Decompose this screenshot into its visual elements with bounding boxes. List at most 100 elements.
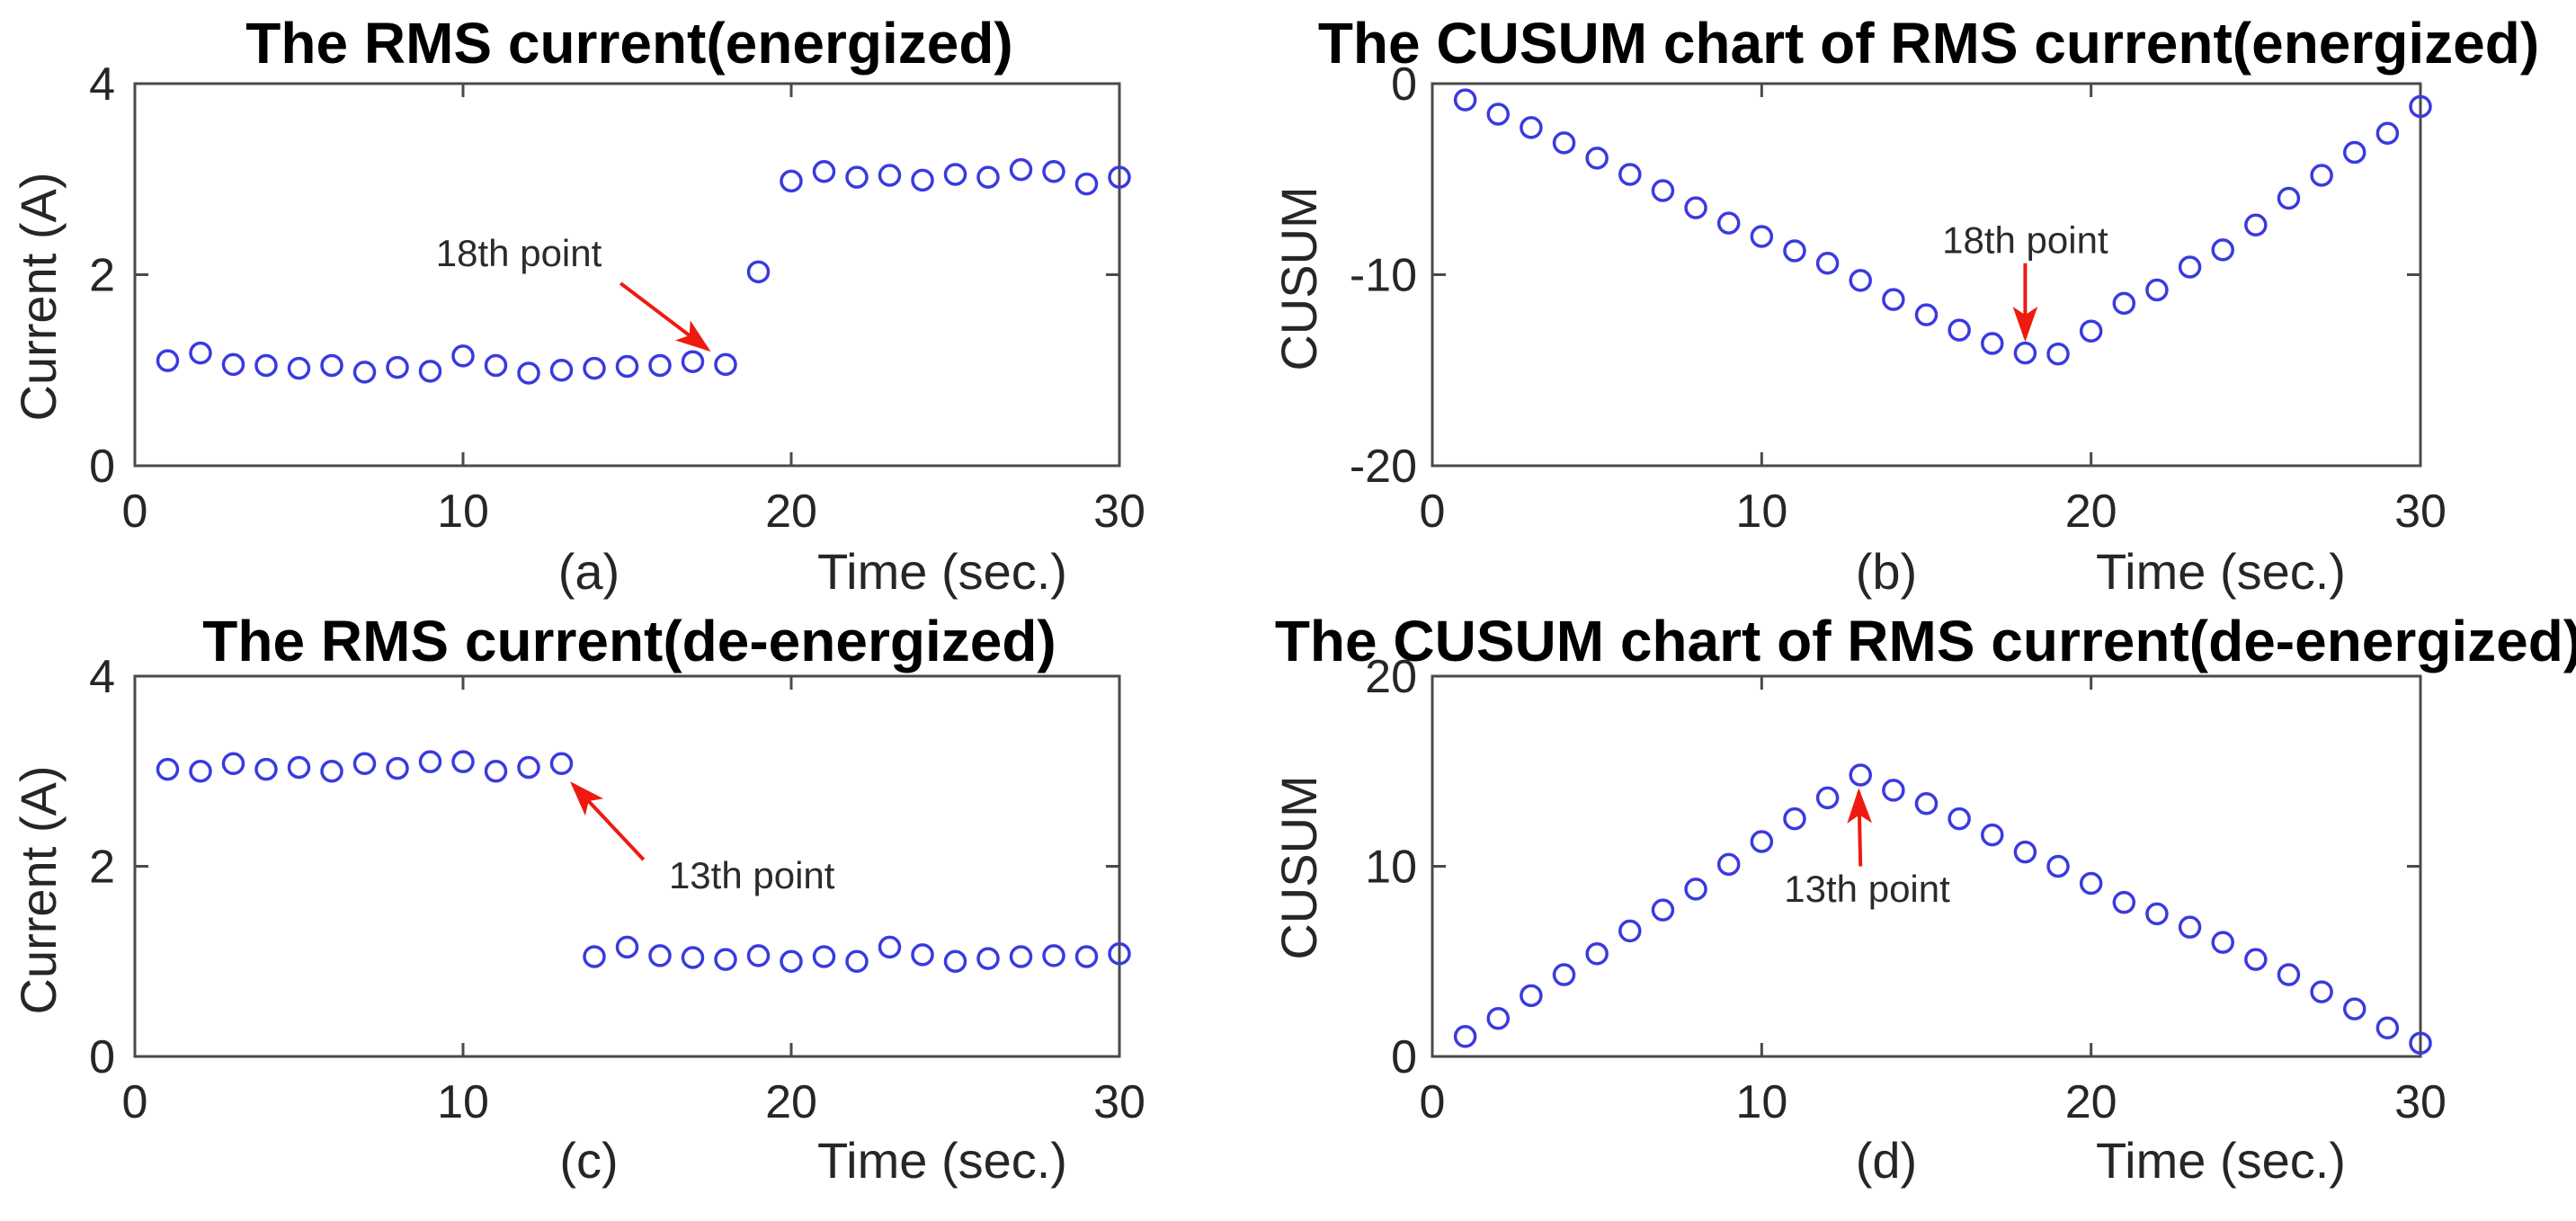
data-point-marker [156, 757, 180, 781]
data-point-marker [320, 353, 343, 378]
y-tick-label: 4 [89, 651, 115, 703]
chart-a-xlabel: Time (sec.) [817, 543, 1067, 600]
data-point-marker [615, 935, 639, 959]
data-point-marker [911, 168, 934, 192]
data-point-marker [943, 949, 967, 973]
data-point-marker [2112, 291, 2136, 316]
x-tick-label: 0 [122, 486, 148, 538]
data-point-marker [1815, 786, 1840, 810]
chart-c-plot: 0 10 20 30 0 2 4 13th point [89, 651, 1145, 1128]
data-point-marker [418, 360, 442, 383]
data-point-marker [1618, 919, 1642, 943]
data-point-marker [1520, 116, 1543, 139]
data-point-marker [451, 750, 475, 773]
data-point-marker [352, 361, 377, 384]
data-point-marker [1618, 163, 1642, 186]
data-point-marker [583, 945, 606, 968]
data-point-marker [418, 750, 442, 773]
data-point-marker [911, 943, 934, 967]
data-point-marker [746, 944, 771, 967]
data-point-marker [746, 260, 771, 284]
data-point-marker [254, 353, 278, 378]
data-point-marker [615, 354, 639, 379]
plot-box [133, 674, 1121, 1058]
data-point-marker [878, 935, 902, 959]
chart-b-xlabel: Time (sec.) [2096, 543, 2346, 600]
x-tick-label: 30 [2394, 1076, 2447, 1128]
x-tick-label: 0 [1420, 1076, 1446, 1128]
data-point-marker [1948, 318, 1971, 342]
data-point-marker [1914, 791, 1939, 815]
data-point-marker [2211, 931, 2234, 954]
chart-a-title: The RMS current(energized) [245, 11, 1012, 76]
x-tick-label: 20 [2065, 1076, 2117, 1128]
x-tick-label: 30 [1093, 486, 1145, 538]
data-point-marker [2277, 186, 2301, 210]
data-point-marker [1108, 165, 1131, 189]
data-point-marker [2178, 915, 2202, 939]
data-point-marker [2342, 997, 2367, 1020]
x-tick-label: 30 [2394, 486, 2447, 538]
data-point-marker [352, 752, 377, 776]
chart-c-title: The RMS current(de-energized) [202, 609, 1056, 673]
chart-b: The CUSUM chart of RMS current(energized… [1270, 11, 2539, 600]
data-point-marker [1750, 225, 1774, 248]
data-point-marker [2046, 342, 2070, 366]
data-point-marker [648, 944, 672, 967]
data-point-marker [1651, 898, 1675, 922]
y-tick-label: 4 [89, 58, 115, 111]
data-point-marker [2145, 278, 2169, 302]
data-point-marker [2310, 980, 2333, 1003]
data-point-marker [2112, 890, 2136, 914]
annotation-arrow [570, 781, 646, 861]
chart-b-plot: 0 10 20 30 -20 -10 0 18th point [1350, 58, 2447, 538]
annotation-label: 13th point [1784, 868, 1950, 910]
data-point-marker [780, 949, 803, 973]
plot-box [1431, 82, 2422, 468]
data-point-marker [2409, 1031, 2432, 1055]
data-point-marker [812, 160, 836, 183]
data-point-marker [2244, 213, 2268, 236]
x-tick-label: 20 [765, 486, 817, 538]
data-point-marker [1108, 942, 1131, 966]
chart-d-plot: 0 10 20 30 0 10 20 13th point [1365, 651, 2447, 1128]
data-point-marker [583, 356, 606, 380]
y-tick-label: 0 [89, 1031, 115, 1083]
data-point-marker [2145, 902, 2169, 926]
x-tick-label: 20 [765, 1076, 817, 1128]
data-point-marker [1585, 942, 1609, 966]
data-point-marker [1009, 945, 1033, 968]
chart-c-xlabel: Time (sec.) [817, 1132, 1067, 1189]
data-point-marker [386, 756, 409, 780]
data-point-marker [2211, 238, 2234, 262]
data-point-marker [1486, 1006, 1511, 1030]
annotation-arrow [1847, 788, 1873, 867]
data-point-marker [976, 165, 1000, 189]
data-point-marker [1716, 211, 1741, 235]
data-point-marker [1783, 239, 1806, 263]
data-point-marker [976, 947, 1000, 970]
data-point-marker [549, 359, 574, 382]
data-point-marker [189, 760, 212, 783]
chart-a-panel-label: (a) [558, 543, 619, 600]
chart-c-panel-label: (c) [559, 1132, 618, 1189]
chart-d-ylabel: CUSUM [1270, 775, 1327, 959]
data-point-marker [2375, 1016, 2400, 1040]
data-point-marker [254, 757, 278, 781]
x-tick-label: 0 [1420, 486, 1446, 538]
y-tick-label: 2 [89, 842, 115, 894]
data-point-marker [714, 948, 737, 971]
data-point-marker [648, 353, 672, 378]
data-point-marker [878, 164, 902, 187]
data-point-marker [287, 356, 311, 380]
data-point-marker [2046, 854, 2070, 878]
chart-a: The RMS current(energized) Current (A) (… [10, 11, 1145, 600]
x-tick-label: 10 [1735, 1076, 1787, 1128]
data-point-marker [780, 169, 803, 193]
data-point-marker [845, 949, 869, 973]
data-point-marker [517, 755, 540, 780]
chart-c: The RMS current(de-energized) Current (A… [10, 609, 1145, 1189]
data-point-marker [2178, 255, 2202, 279]
